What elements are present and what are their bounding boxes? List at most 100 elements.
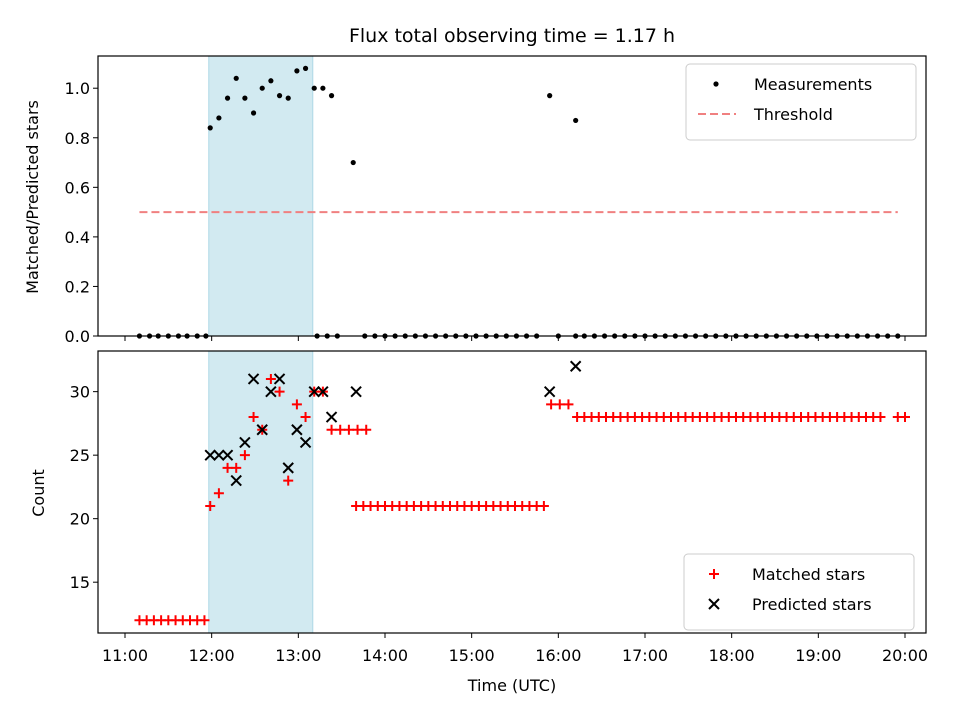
top-highlight-span [208, 55, 314, 337]
bottom-panel: 15 20 25 30 11:00 12:00 13:00 14:00 15:00 16:00 17… [70, 350, 928, 665]
matched-star-point [875, 412, 886, 423]
predicted-star-point [221, 449, 234, 461]
measurement-point [216, 115, 222, 121]
matched-star-point [239, 450, 250, 461]
top-y-tick-label: 0.4 [65, 228, 90, 247]
x-tick-label: 11:00 [102, 646, 148, 665]
x-tick-label: 14:00 [362, 646, 408, 665]
x-tick-label: 19:00 [795, 646, 841, 665]
measurement-point [547, 93, 553, 99]
chart-title: Flux total observing time = 1.17 h [349, 25, 675, 47]
predicted-star-point [213, 449, 225, 461]
predicted-star-point [204, 449, 216, 461]
matched-star-point [326, 424, 337, 435]
measurement-point [311, 85, 317, 91]
bottom-y-tick-label: 30 [70, 383, 90, 402]
x-tick-label: 15:00 [449, 646, 495, 665]
bottom-legend-label: Matched stars [752, 565, 865, 584]
predicted-star-point [230, 474, 242, 487]
top-y-tick-label: 0.0 [65, 327, 90, 346]
measurement-point [259, 85, 265, 91]
predicted-star-point [273, 373, 286, 385]
top-legend-box [685, 63, 917, 141]
predicted-star-point [256, 424, 268, 436]
matched-star-point [248, 412, 259, 423]
x-tick-label: 20:00 [882, 646, 928, 665]
x-tick-label: 13:00 [275, 646, 321, 665]
top-y-tick-label: 1.0 [65, 79, 90, 98]
measurement-point [268, 78, 274, 84]
top-legend-label: Measurements [754, 75, 872, 94]
predicted-star-point [239, 436, 251, 449]
top-y-tick-label: 0.2 [65, 277, 90, 296]
top-axes-frame [97, 55, 927, 337]
x-tick-label: 12:00 [189, 646, 235, 665]
matched-star-point [352, 424, 363, 435]
top-panel: 0.0 0.2 0.4 0.6 0.8 1.0 Measurements Threshold [65, 55, 927, 346]
measurement-point [276, 93, 283, 99]
matched-star-point [343, 424, 354, 435]
measurement-point [573, 117, 579, 124]
predicted-star-point [317, 385, 329, 398]
matched-star-point [335, 424, 346, 435]
matched-star-point [900, 412, 910, 423]
matched-star-point [361, 424, 372, 435]
matched-star-point [205, 500, 216, 511]
matched-star-point [222, 462, 233, 473]
matched-star-point [291, 399, 302, 410]
legend-marker-matched [709, 569, 719, 579]
predicted-star-point [325, 411, 338, 423]
top-legend-label: Threshold [753, 105, 833, 124]
top-y-axis-label: Matched/Predicted stars [23, 100, 42, 294]
measurement-point [328, 93, 335, 99]
bottom-highlight-span [208, 350, 314, 634]
predicted-star-point [265, 385, 277, 398]
measurement-point [224, 95, 231, 101]
predicted-star-point [350, 385, 362, 398]
x-tick-label: 17:00 [622, 646, 668, 665]
bottom-series-matched-stars [134, 373, 910, 626]
matched-star-point [274, 386, 285, 397]
measurement-point [294, 68, 300, 74]
matched-star-point [231, 462, 242, 473]
measurement-point [285, 95, 291, 101]
bottom-y-tick-label: 15 [70, 573, 90, 592]
bottom-y-tick-label: 20 [70, 510, 90, 529]
predicted-star-point [282, 462, 294, 474]
measurement-point [242, 95, 248, 101]
bottom-series-predicted-stars [204, 360, 582, 487]
bottom-y-axis-label: Count [29, 469, 48, 517]
matched-star-point [213, 488, 224, 499]
matched-star-point [265, 373, 276, 384]
legend-marker-predicted [708, 598, 720, 610]
top-y-tick-label: 0.8 [65, 129, 90, 148]
bottom-legend-box [683, 553, 915, 631]
matched-star-point [199, 615, 210, 626]
x-axis-label: Time (UTC) [467, 676, 556, 695]
measurement-point [207, 125, 213, 131]
measurement-point [302, 65, 309, 71]
matched-star-point [283, 475, 294, 486]
predicted-star-point [569, 360, 582, 372]
predicted-star-point [543, 385, 556, 398]
measurement-point [250, 110, 257, 116]
bottom-y-tick-label: 25 [70, 446, 90, 465]
x-tick-label: 16:00 [535, 646, 581, 665]
legend-marker-measurements [713, 81, 719, 87]
bottom-axes-frame [97, 350, 927, 634]
matched-star-point [554, 399, 565, 410]
top-y-tick-label: 0.6 [65, 178, 90, 197]
predicted-star-point [308, 385, 320, 398]
matched-star-point [300, 412, 311, 423]
predicted-star-point [291, 424, 303, 436]
matched-star-point [546, 399, 557, 410]
x-tick-label: 18:00 [709, 646, 755, 665]
measurement-point [233, 75, 239, 81]
predicted-star-point [299, 436, 312, 449]
bottom-legend-label: Predicted stars [752, 595, 872, 614]
measurement-point [350, 159, 356, 166]
matched-star-point [563, 399, 574, 410]
matched-star-point [538, 500, 549, 511]
predicted-star-point [247, 373, 260, 385]
